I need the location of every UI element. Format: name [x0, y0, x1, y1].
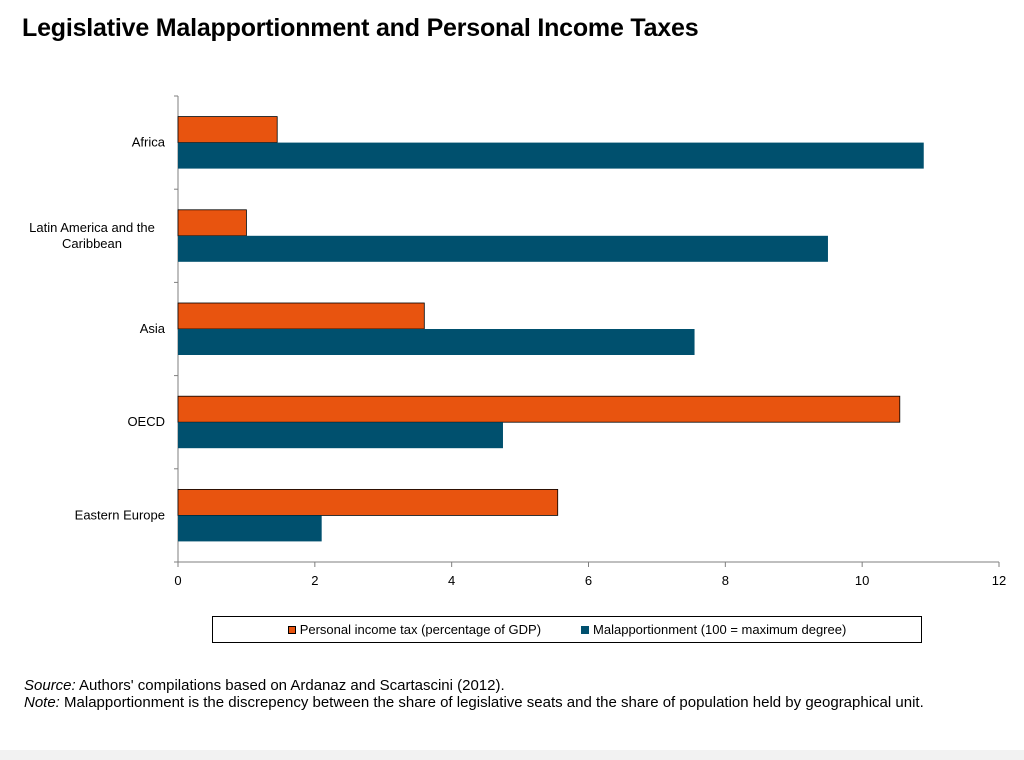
legend-item-tax: Personal income tax (percentage of GDP): [287, 622, 542, 637]
source-note: Source: Authors' compilations based on A…: [24, 677, 924, 694]
category-label: Africa: [132, 135, 166, 150]
x-tick-label: 12: [992, 573, 1006, 588]
x-tick-label: 0: [174, 573, 181, 588]
legend-item-malapportionment: Malapportionment (100 = maximum degree): [581, 622, 846, 637]
bar-malapportionment: [178, 142, 924, 169]
category-label: Asia: [140, 321, 166, 336]
chart-title: Legislative Malapportionment and Persona…: [22, 14, 699, 42]
bar-tax: [177, 116, 278, 143]
category-label-line: Asia: [140, 321, 166, 336]
chart-labels: 0 2 4 6 8 10 12 Africa Latin America and the Cari…: [29, 135, 1006, 588]
category-label: OECD: [127, 414, 165, 429]
bottom-strip: [0, 750, 1024, 760]
source-text: Authors' compilations based on Ardanaz a…: [75, 677, 505, 694]
x-tick-label: 2: [311, 573, 318, 588]
category-label: Latin America and the Caribbean: [29, 220, 155, 251]
bar-tax: [177, 302, 425, 330]
category-label-line: OECD: [127, 414, 165, 429]
note-label: Note:: [24, 694, 60, 711]
bar-tax: [177, 488, 559, 516]
x-tick-label: 4: [448, 573, 455, 588]
bar-malapportionment: [178, 235, 828, 262]
legend-label-malapportionment: Malapportionment (100 = maximum degree): [593, 622, 847, 637]
x-tick-label: 8: [722, 573, 729, 588]
category-label-line: Caribbean: [62, 236, 122, 251]
legend-label-tax: Personal income tax (percentage of GDP): [299, 622, 542, 637]
bar-chart: 0 2 4 6 8 10 12 Africa Latin America and the Cari…: [29, 95, 1006, 588]
category-label-line: Latin America and the: [29, 220, 155, 235]
chart-legend: Personal income tax (percentage of GDP) …: [212, 616, 922, 643]
bar-tax: [177, 395, 901, 423]
legend-swatch-malapportionment: [581, 625, 590, 634]
note: Note: Malapportionment is the discrepenc…: [24, 694, 924, 711]
category-label-line: Africa: [132, 135, 166, 150]
note-text: Malapportionment is the discrepency betw…: [59, 694, 924, 711]
bar-malapportionment: [178, 422, 503, 449]
chart-footnotes: Source: Authors' compilations based on A…: [24, 677, 924, 711]
x-tick-label: 10: [855, 573, 869, 588]
bar-tax: [177, 209, 247, 237]
category-label-line: Eastern Europe: [75, 507, 165, 522]
chart-bars: [177, 116, 924, 542]
bar-malapportionment: [178, 515, 322, 542]
x-tick-label: 6: [585, 573, 592, 588]
legend-swatch-tax: [287, 625, 296, 634]
bar-malapportionment: [178, 329, 695, 355]
source-label: Source:: [24, 677, 76, 694]
category-label: Eastern Europe: [75, 507, 165, 522]
